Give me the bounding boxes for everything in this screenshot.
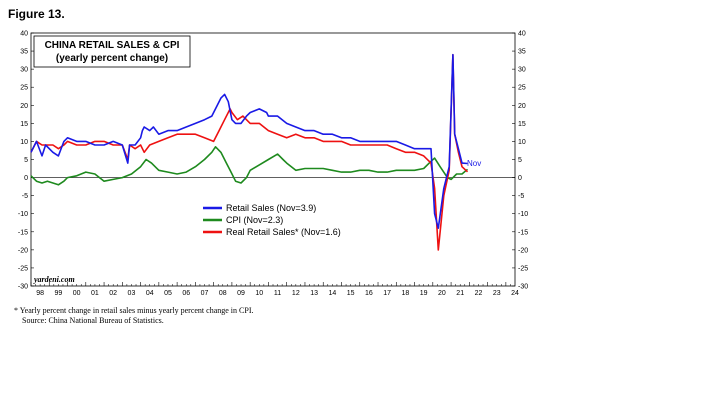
y-tick-label-right: 10 <box>518 139 526 146</box>
series-group <box>30 53 469 251</box>
series-line-1 <box>30 146 469 186</box>
y-tick-label-right: -25 <box>518 265 528 272</box>
x-axis: 98 99 00 01 02 03 04 05 06 07 08 09 10 11 12 13 14 15 16 17… <box>30 282 519 297</box>
x-tick-label: 21 <box>456 290 464 297</box>
y-tick-label-left: -10 <box>18 211 28 218</box>
footnote-line-1: * Yearly percent change in retail sales … <box>14 306 254 315</box>
x-tick-label: 08 <box>219 290 227 297</box>
y-axis-right: 40 35 30 25 20 15 10 5 0 -5 -10 -15 -20 -25 -30 <box>512 31 528 291</box>
y-axis-left: 40 35 30 25 20 15 10 5 0 -5 -10 -15 -20 -25 -30 <box>18 31 34 291</box>
legend-label: Real Retail Sales* (Nov=1.6) <box>226 227 341 237</box>
y-tick-label-right: 0 <box>518 175 522 182</box>
x-tick-label: 12 <box>292 290 300 297</box>
y-tick-label-right: -30 <box>518 284 528 291</box>
x-tick-label: 06 <box>182 290 190 297</box>
x-tick-label: 24 <box>511 290 519 297</box>
x-tick-label: 22 <box>475 290 483 297</box>
x-tick-label: 00 <box>73 290 81 297</box>
y-tick-label-left: -25 <box>18 265 28 272</box>
chart-subtitle: (yearly percent change) <box>56 53 168 64</box>
y-tick-label-right: 30 <box>518 67 526 74</box>
y-tick-label-left: 15 <box>20 121 28 128</box>
y-tick-label-left: -20 <box>18 247 28 254</box>
x-tick-label: 17 <box>383 290 391 297</box>
plot-frame <box>30 32 516 287</box>
y-tick-label-right: 20 <box>518 103 526 110</box>
legend-label: CPI (Nov=2.3) <box>226 215 283 225</box>
y-tick-label-right: 15 <box>518 121 526 128</box>
x-tick-label: 11 <box>274 290 281 297</box>
legend-label: Retail Sales (Nov=3.9) <box>226 203 316 213</box>
y-tick-label-left: -30 <box>18 284 28 291</box>
y-tick-label-left: 35 <box>20 49 28 56</box>
x-tick-label: 07 <box>201 290 209 297</box>
footnote-line-2: Source: China National Bureau of Statist… <box>22 316 164 325</box>
y-tick-label-left: 30 <box>20 67 28 74</box>
x-tick-label: 98 <box>36 290 44 297</box>
y-tick-label-left: 25 <box>20 85 28 92</box>
x-tick-label: 18 <box>402 290 410 297</box>
x-tick-label: 15 <box>347 290 355 297</box>
x-tick-label: 01 <box>91 290 99 297</box>
x-tick-label: 19 <box>420 290 428 297</box>
x-tick-label: 10 <box>255 290 263 297</box>
x-tick-label: 20 <box>438 290 446 297</box>
x-tick-label: 16 <box>365 290 373 297</box>
y-tick-label-left: -5 <box>22 193 28 200</box>
y-tick-label-left: 40 <box>20 31 28 38</box>
y-tick-label-right: 35 <box>518 49 526 56</box>
y-tick-label-right: -20 <box>518 247 528 254</box>
x-tick-label: 03 <box>128 290 136 297</box>
end-label: Nov <box>467 159 481 168</box>
y-tick-label-right: -10 <box>518 211 528 218</box>
y-tick-label-right: 40 <box>518 31 526 38</box>
x-tick-label: 14 <box>328 290 336 297</box>
y-tick-label-right: -15 <box>518 229 528 236</box>
x-tick-label: 05 <box>164 290 172 297</box>
chart-title: CHINA RETAIL SALES & CPI <box>45 40 180 51</box>
x-tick-label: 02 <box>109 290 117 297</box>
source-label: yardeni.com <box>33 275 75 284</box>
y-tick-label-right: 5 <box>518 157 522 164</box>
y-tick-label-left: -15 <box>18 229 28 236</box>
figure-label: Figure 13. <box>8 7 65 21</box>
y-tick-label-left: 10 <box>20 139 28 146</box>
y-tick-label-left: 5 <box>24 157 28 164</box>
y-tick-label-left: 20 <box>20 103 28 110</box>
y-tick-label-right: 25 <box>518 85 526 92</box>
x-tick-label: 13 <box>310 290 318 297</box>
y-tick-label-left: 0 <box>24 175 28 182</box>
x-tick-label: 99 <box>54 290 62 297</box>
x-tick-label: 09 <box>237 290 245 297</box>
x-tick-label: 23 <box>493 290 501 297</box>
y-tick-label-right: -5 <box>518 193 524 200</box>
footnote: * Yearly percent change in retail sales … <box>14 306 253 326</box>
title-box <box>33 35 191 68</box>
series-line-0 <box>30 53 468 229</box>
series-line-2 <box>30 53 469 251</box>
x-tick-label: 04 <box>146 290 154 297</box>
legend: Retail Sales (Nov=3.9) CPI (Nov=2.3) Real … <box>203 203 341 237</box>
